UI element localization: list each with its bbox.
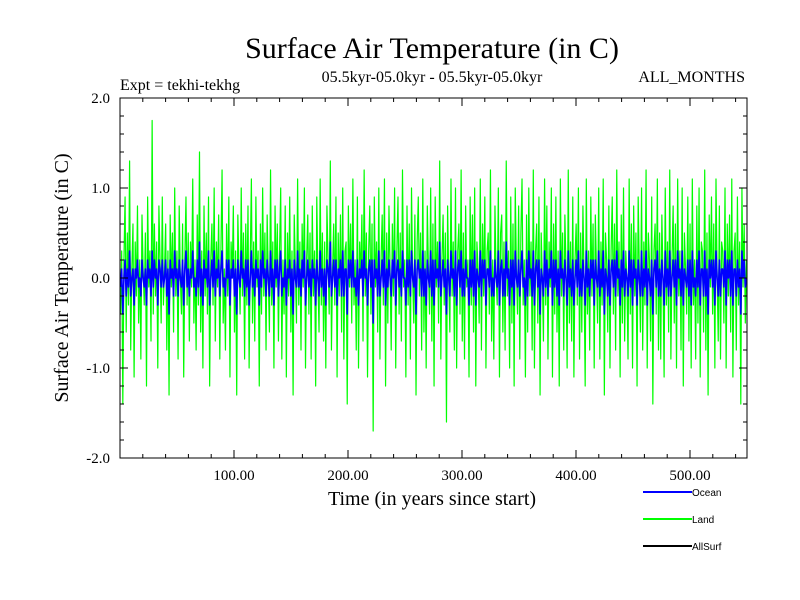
y-tick-label: -1.0 <box>86 361 110 377</box>
x-tick-label: 300.00 <box>441 468 482 484</box>
x-tick-label: 200.00 <box>327 468 368 484</box>
y-tick-label: 0.0 <box>91 271 110 287</box>
x-tick-label: 500.00 <box>669 468 710 484</box>
y-tick-label: 2.0 <box>91 91 110 107</box>
y-tick-label: 1.0 <box>91 181 110 197</box>
chart-title: Surface Air Temperature (in C) <box>245 32 619 65</box>
x-tick-label: 100.00 <box>213 468 254 484</box>
subtitle-right: ALL_MONTHS <box>638 69 745 86</box>
y-tick-label: -2.0 <box>86 451 110 467</box>
y-axis-title: Surface Air Temperature (in C) <box>51 153 73 402</box>
subtitle-left: Expt = tekhi-tekhg <box>120 77 240 94</box>
x-axis-title: Time (in years since start) <box>328 488 536 510</box>
legend-label-ocean: Ocean <box>692 488 721 499</box>
legend: Ocean Land AllSurf <box>643 488 722 553</box>
series-layer <box>119 119 748 432</box>
series-line-ocean <box>119 241 748 324</box>
legend-label-land: Land <box>692 515 714 526</box>
subtitle-center: 05.5kyr-05.0kyr - 05.5kyr-05.0kyr <box>322 69 543 86</box>
axis-layer: 100.00 200.00 300.00 400.00 500.00 2.0 1.0 0.0 -… <box>86 91 748 484</box>
legend-label-allsurf: AllSurf <box>692 542 722 553</box>
x-tick-label: 400.00 <box>555 468 596 484</box>
